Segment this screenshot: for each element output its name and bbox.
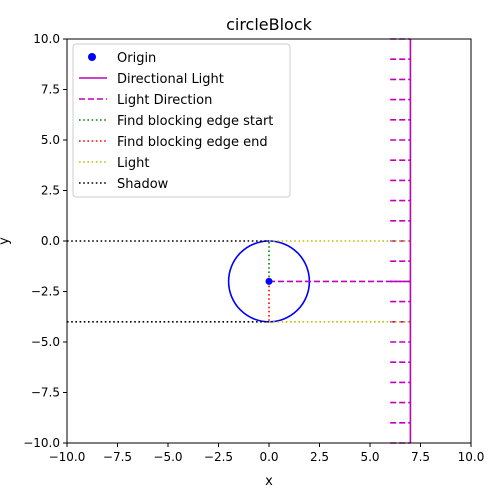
x-tick-label: 7.5 <box>411 450 430 464</box>
x-tick-label: −5.0 <box>153 450 182 464</box>
legend-label-shadow: Shadow <box>117 177 169 192</box>
legend-label-directional-light: Directional Light <box>117 72 224 87</box>
x-tick-label: 10.0 <box>458 450 485 464</box>
legend: Origin Directional Light Light Direction Fi… <box>72 43 291 198</box>
legend-label-find-blocking-edge-end: Find blocking edge end <box>117 135 268 150</box>
legend-label-light-direction: Light Direction <box>117 93 212 108</box>
x-tick-label: −7.5 <box>103 450 132 464</box>
y-tick-label: 10.0 <box>33 32 60 46</box>
x-tick-label: 0.0 <box>259 450 278 464</box>
y-axis-label: y <box>0 237 12 245</box>
legend-label-find-blocking-edge-start: Find blocking edge start <box>117 114 273 129</box>
y-tick-label: 0.0 <box>41 234 60 248</box>
x-tick-label: −10.0 <box>49 450 86 464</box>
y-tick-label: 7.5 <box>41 83 60 97</box>
legend-marker-origin <box>88 53 96 61</box>
origin-point <box>265 277 273 285</box>
legend-box <box>72 43 291 198</box>
x-tick-label: 2.5 <box>310 450 329 464</box>
x-axis-label: x <box>265 474 273 489</box>
y-tick-label: −7.5 <box>31 386 60 400</box>
y-tick-label: −2.5 <box>31 285 60 299</box>
y-tick-label: 5.0 <box>41 133 60 147</box>
x-tick-label: −2.5 <box>204 450 233 464</box>
y-tick-label: −5.0 <box>31 335 60 349</box>
axes: −10.0 −7.5 −5.0 −2.5 0.0 2.5 5.0 7.5 10.0 −10.0 −7… <box>23 32 484 464</box>
y-tick-label: 2.5 <box>41 184 60 198</box>
legend-label-light: Light <box>117 156 149 171</box>
chart-title: circleBlock <box>226 15 313 34</box>
y-tick-label: −10.0 <box>23 436 60 450</box>
x-tick-label: 5.0 <box>360 450 379 464</box>
legend-label-origin: Origin <box>117 51 156 66</box>
plot-marks <box>67 38 412 444</box>
